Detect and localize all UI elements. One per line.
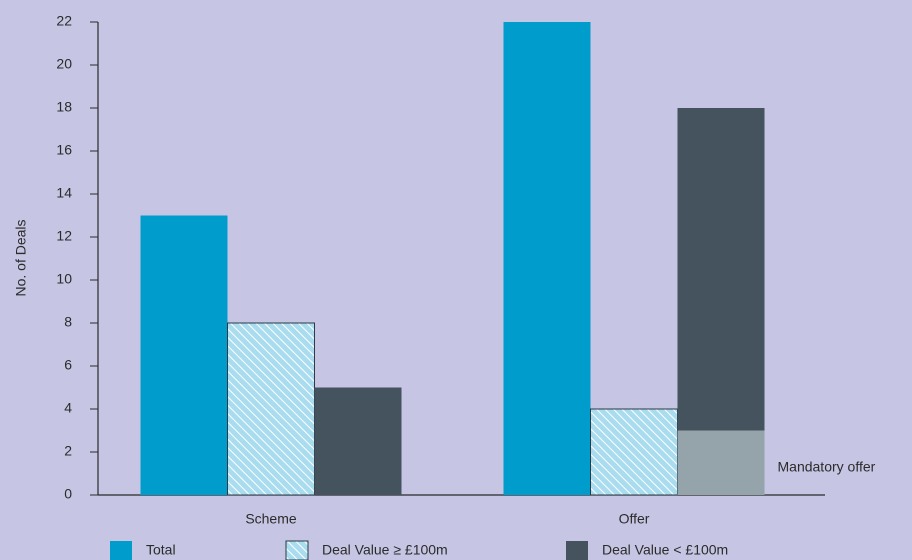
y-tick-label: 14 (56, 185, 72, 201)
legend-label: Deal Value ≥ £100m (322, 542, 448, 558)
y-tick-label: 16 (56, 142, 72, 158)
y-tick-label: 20 (56, 56, 72, 72)
y-tick-label: 4 (64, 400, 72, 416)
y-tick-label: 18 (56, 99, 72, 115)
legend-swatch (285, 540, 309, 560)
legend-swatch (566, 541, 588, 560)
bar-annotation: Mandatory offer (778, 458, 876, 474)
y-tick-label: 0 (64, 486, 72, 502)
legend-label: Deal Value < £100m (602, 542, 728, 558)
bar (677, 108, 765, 431)
y-tick-label: 2 (64, 443, 72, 459)
y-tick-label: 22 (56, 13, 72, 29)
bar (314, 387, 402, 495)
bar (503, 22, 591, 495)
x-tick-label: Offer (619, 511, 650, 527)
legend-swatch (110, 541, 132, 560)
y-axis-label: No. of Deals (13, 219, 29, 296)
y-tick-label: 12 (56, 228, 72, 244)
y-tick-label: 10 (56, 271, 72, 287)
y-tick-label: 8 (64, 314, 72, 330)
y-tick-label: 6 (64, 357, 72, 373)
legend-label: Total (146, 542, 176, 558)
bar (677, 430, 765, 495)
bar (227, 322, 315, 496)
bar (590, 408, 678, 496)
bar (140, 215, 228, 495)
x-tick-label: Scheme (245, 511, 297, 527)
